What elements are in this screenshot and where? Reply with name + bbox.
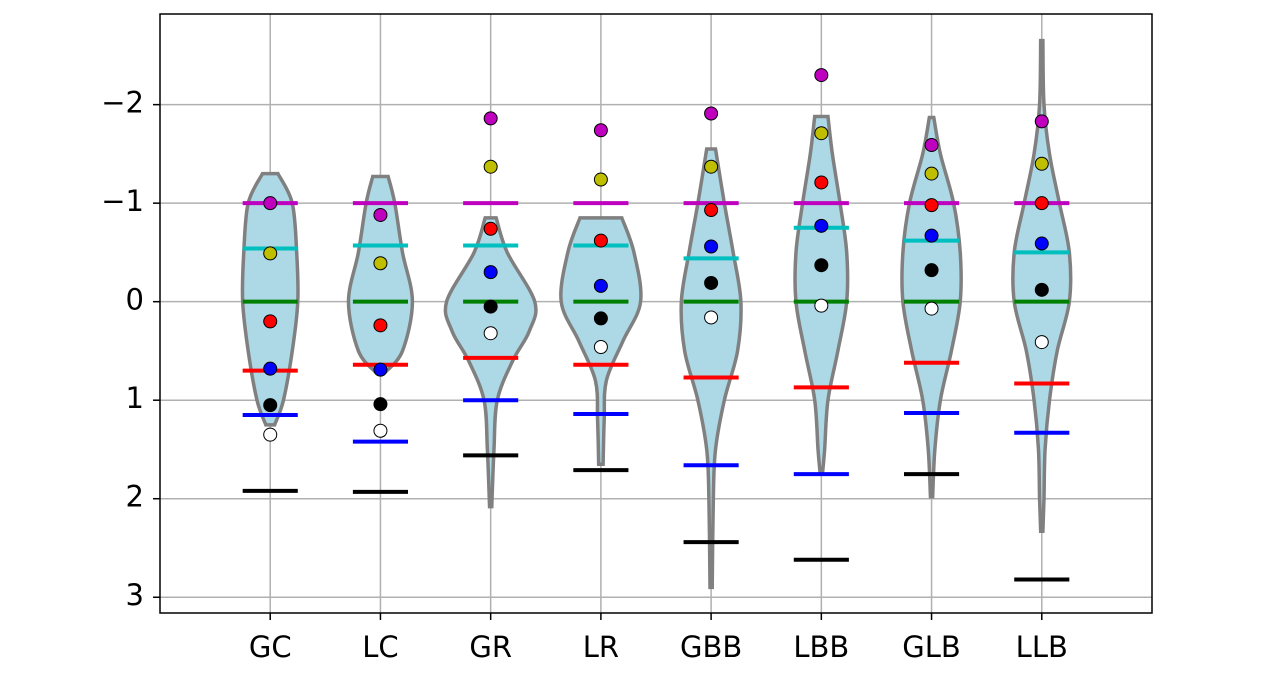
point xyxy=(814,298,829,313)
x-tick-label: LC xyxy=(362,630,398,664)
point xyxy=(924,263,939,278)
point xyxy=(373,318,388,333)
x-tick-label: GR xyxy=(469,630,512,664)
point xyxy=(924,301,939,316)
point xyxy=(263,246,278,261)
point xyxy=(593,278,608,293)
point xyxy=(1034,196,1049,211)
point xyxy=(924,166,939,181)
point xyxy=(483,326,498,341)
point xyxy=(373,423,388,438)
point xyxy=(704,310,719,325)
point xyxy=(483,299,498,314)
y-tick-label: 2 xyxy=(126,480,144,514)
violin xyxy=(240,171,300,427)
violin xyxy=(793,114,850,476)
violin xyxy=(443,216,538,509)
point xyxy=(593,311,608,326)
point xyxy=(814,68,829,83)
point xyxy=(924,198,939,213)
y-tick-label: 1 xyxy=(126,381,144,415)
plot-frame xyxy=(159,13,1153,614)
point xyxy=(593,233,608,248)
point xyxy=(263,196,278,211)
point xyxy=(263,427,278,442)
point xyxy=(1034,282,1049,297)
point xyxy=(483,159,498,174)
point xyxy=(263,398,278,413)
y-tick-label: −2 xyxy=(101,86,144,120)
y-tick-label: 0 xyxy=(126,283,144,317)
point xyxy=(593,172,608,187)
point xyxy=(704,239,719,254)
point xyxy=(263,314,278,329)
point xyxy=(814,258,829,273)
point xyxy=(373,256,388,271)
point xyxy=(263,361,278,376)
x-tick-label: LLB xyxy=(1016,630,1068,664)
point xyxy=(924,138,939,153)
y-tick-label: 3 xyxy=(126,578,144,612)
point xyxy=(483,265,498,280)
point xyxy=(814,218,829,233)
point xyxy=(373,362,388,377)
point xyxy=(704,106,719,121)
y-tick-label: −1 xyxy=(101,184,144,218)
point xyxy=(1034,156,1049,171)
point xyxy=(1034,114,1049,129)
point xyxy=(704,203,719,218)
x-tick-label: GBB xyxy=(680,630,742,664)
x-tick-label: LBB xyxy=(793,630,849,664)
point xyxy=(593,123,608,138)
x-tick-label: GC xyxy=(249,630,292,664)
point xyxy=(483,221,498,236)
point xyxy=(373,397,388,412)
point xyxy=(373,207,388,222)
point xyxy=(704,275,719,290)
violin xyxy=(346,174,415,375)
point xyxy=(704,159,719,174)
point xyxy=(814,175,829,190)
x-tick-label: LR xyxy=(583,630,619,664)
point xyxy=(1034,236,1049,251)
point xyxy=(483,111,498,126)
x-tick-label: GLB xyxy=(902,630,961,664)
point xyxy=(924,228,939,243)
point xyxy=(593,339,608,354)
point xyxy=(814,126,829,141)
point xyxy=(1034,335,1049,350)
